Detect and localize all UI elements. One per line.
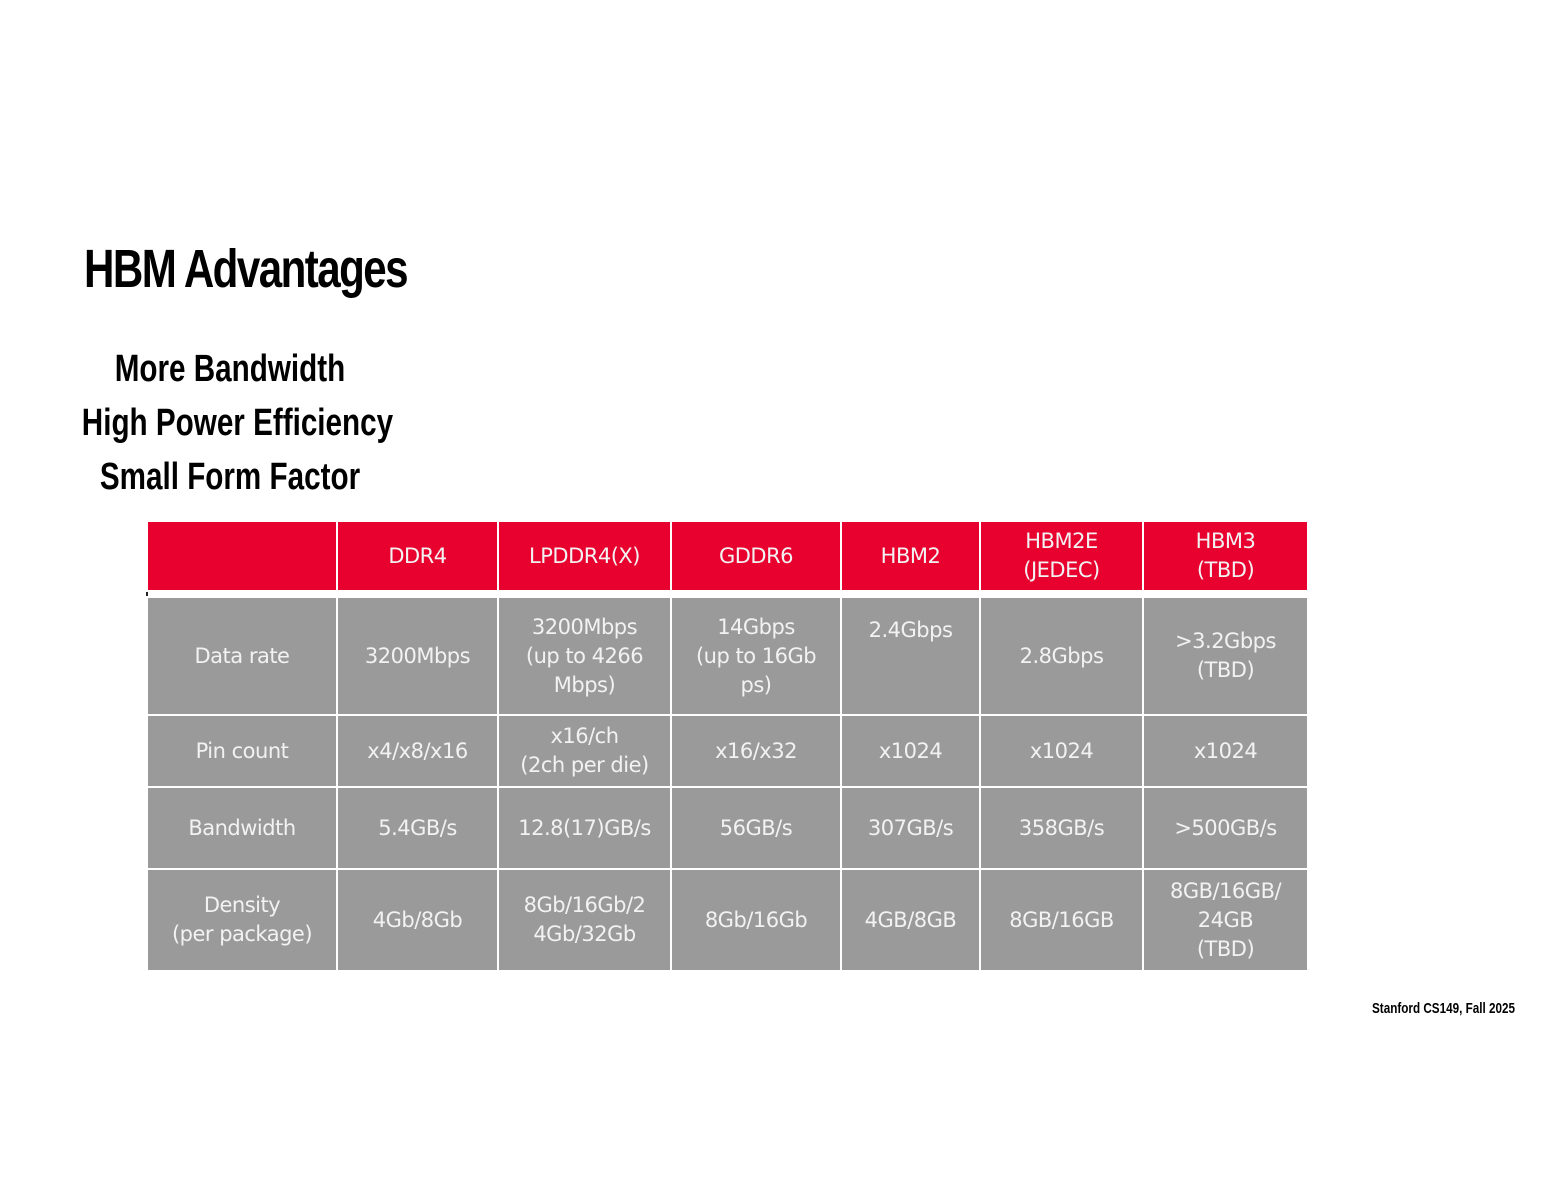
table-cell: 3200Mbps — [336, 596, 499, 716]
advantage-item: Small Form Factor — [99, 456, 361, 498]
table-cell: 358GB/s — [979, 786, 1144, 870]
table-header-row: DDR4 LPDDR4(X) GDDR6 HBM2 HBM2E (JEDEC) H… — [146, 520, 1309, 592]
advantages-list: More Bandwidth High Power Efficiency Sma… — [40, 342, 420, 504]
cell-text: 3200Mbps — [364, 643, 471, 668]
header-cell-empty — [146, 520, 338, 592]
cell-text: 4Gb/8Gb — [372, 907, 463, 932]
cell-text: 2.4Gbps — [868, 618, 953, 642]
cell-text: 307GB/s — [867, 815, 954, 840]
cell-text: (TBD) — [1196, 936, 1255, 961]
table-cell: >3.2Gbps (TBD) — [1142, 596, 1309, 716]
table-cell: 14Gbps (up to 16Gb ps) — [670, 596, 842, 716]
table-cell: 12.8(17)GB/s — [497, 786, 672, 870]
cell-text: (per package) — [171, 922, 313, 946]
cell-text: 4Gb/32Gb — [533, 922, 636, 946]
table-cell: 56GB/s — [670, 786, 842, 870]
table-row-data-rate: Data rate 3200Mbps 3200Mbps (up to 4266 Mb… — [146, 596, 1309, 716]
cell-text: Mbps) — [553, 672, 616, 697]
table-cell: 307GB/s — [840, 786, 981, 870]
cell-text: x4/x8/x16 — [367, 738, 468, 763]
table-cell: 8Gb/16Gb/2 4Gb/32Gb — [497, 868, 672, 972]
cell-text: Pin count — [195, 738, 289, 763]
table-cell: 8GB/16GB — [979, 868, 1144, 972]
row-label: Bandwidth — [146, 786, 338, 870]
header-cell-lpddr4x: LPDDR4(X) — [497, 520, 672, 592]
cell-text: x16/ch — [550, 724, 619, 748]
cell-text: x1024 — [878, 738, 943, 763]
table-cell: 8Gb/16Gb — [670, 868, 842, 972]
cell-text: (up to 16Gb — [695, 643, 817, 668]
cell-text: Data rate — [194, 643, 290, 668]
cell-text: Bandwidth — [188, 815, 296, 840]
table-cell: 4Gb/8Gb — [336, 868, 499, 972]
header-cell-ddr4: DDR4 — [336, 520, 499, 592]
header-text: (JEDEC) — [1023, 558, 1100, 582]
table-cell: x1024 — [1142, 714, 1309, 788]
table-cell: 2.8Gbps — [979, 596, 1144, 716]
slide-title: HBM Advantages — [84, 239, 409, 299]
header-text: (TBD) — [1196, 558, 1255, 582]
table-cell: >500GB/s — [1142, 786, 1309, 870]
header-text: HBM2E — [1025, 529, 1098, 553]
cell-text: (up to 4266 — [525, 643, 644, 668]
cell-text: x16/x32 — [715, 738, 797, 763]
cell-text: 8GB/16GB — [1009, 907, 1114, 932]
row-label: Pin count — [146, 714, 338, 788]
table-cell: 8GB/16GB/24GB (TBD) — [1142, 868, 1309, 972]
cell-text: 4GB/8GB — [864, 907, 957, 932]
table-cell: 4GB/8GB — [840, 868, 981, 972]
advantage-item: High Power Efficiency — [81, 402, 394, 444]
header-text: DDR4 — [388, 543, 447, 568]
table-cell: x4/x8/x16 — [336, 714, 499, 788]
table-cell: x1024 — [979, 714, 1144, 788]
cell-text: 3200Mbps — [531, 614, 638, 639]
cell-text: 8GB/16GB/ — [1169, 878, 1282, 903]
memory-comparison-table: DDR4 LPDDR4(X) GDDR6 HBM2 HBM2E (JEDEC) H… — [146, 520, 1309, 972]
header-cell-hbm2: HBM2 — [840, 520, 981, 592]
header-text: HBM3 — [1195, 529, 1256, 553]
cell-text: 24GB — [1197, 907, 1254, 932]
table-row-pin-count: Pin count x4/x8/x16 x16/ch (2ch per die) … — [146, 714, 1309, 788]
spacer-cell — [147, 591, 1308, 597]
table-cell: 5.4GB/s — [336, 786, 499, 870]
header-cell-hbm3: HBM3 (TBD) — [1142, 520, 1309, 592]
cell-text: 2.8Gbps — [1019, 643, 1104, 668]
cell-text: ps) — [740, 672, 772, 697]
header-cell-hbm2e: HBM2E (JEDEC) — [979, 520, 1144, 592]
row-label: Data rate — [146, 596, 338, 716]
table-cell: x16/x32 — [670, 714, 842, 788]
cell-text: (TBD) — [1196, 658, 1255, 682]
table-cell: 2.4Gbps — [840, 596, 981, 716]
table-row-bandwidth: Bandwidth 5.4GB/s 12.8(17)GB/s 56GB/s 30… — [146, 786, 1309, 870]
cell-text: Density — [203, 893, 281, 917]
cell-text: 56GB/s — [719, 815, 793, 840]
cell-text: >3.2Gbps — [1175, 629, 1276, 653]
cell-text: 8Gb/16Gb — [704, 907, 808, 932]
header-cell-gddr6: GDDR6 — [670, 520, 842, 592]
cell-text: 8Gb/16Gb/2 — [523, 893, 646, 917]
table-cell: 3200Mbps (up to 4266 Mbps) — [497, 596, 672, 716]
header-spacer — [147, 591, 1308, 597]
cell-text: 358GB/s — [1018, 815, 1105, 840]
header-text: HBM2 — [880, 543, 941, 568]
header-text: LPDDR4(X) — [529, 543, 640, 568]
row-label: Density (per package) — [146, 868, 338, 972]
cell-text: (2ch per die) — [520, 753, 649, 777]
table-row-density: Density (per package) 4Gb/8Gb 8Gb/16Gb/2 4… — [146, 868, 1309, 972]
cell-text: 12.8(17)GB/s — [518, 815, 651, 840]
cell-text: 14Gbps — [717, 614, 795, 639]
table-cell: x1024 — [840, 714, 981, 788]
advantage-item: More Bandwidth — [114, 348, 346, 390]
cell-text: x1024 — [1029, 738, 1094, 763]
course-footer: Stanford CS149, Fall 2025 — [1372, 1000, 1516, 1017]
cell-text: 5.4GB/s — [378, 815, 457, 840]
cell-text: >500GB/s — [1174, 815, 1277, 840]
cell-text: x1024 — [1193, 738, 1258, 763]
header-text: GDDR6 — [718, 543, 794, 568]
table-cell: x16/ch (2ch per die) — [497, 714, 672, 788]
